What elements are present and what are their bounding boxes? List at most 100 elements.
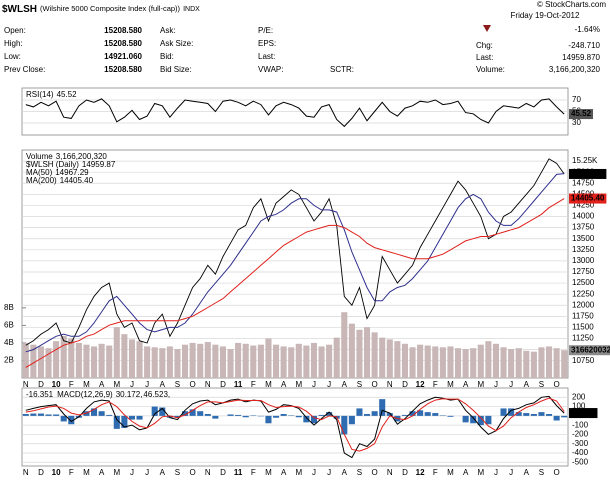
y-tick-label: -200 xyxy=(572,430,589,439)
x-tick-label: N xyxy=(23,468,29,477)
bar xyxy=(128,339,135,378)
quote-label: High: xyxy=(4,39,23,48)
y-tick-label: 15.25K xyxy=(572,156,598,165)
bar xyxy=(136,415,143,420)
bar xyxy=(341,312,348,378)
x-tick-label: O xyxy=(554,468,560,477)
x-tick-label: M xyxy=(265,380,272,389)
bar xyxy=(204,342,211,378)
bar xyxy=(523,350,530,378)
bar xyxy=(182,344,189,378)
bar xyxy=(219,346,226,378)
legend-value: 14405.40 xyxy=(60,176,94,185)
quote-label: Prev Close: xyxy=(4,65,45,74)
bar xyxy=(37,413,44,416)
change-percent: -1.64% xyxy=(575,25,600,34)
x-tick-label: S xyxy=(357,380,362,389)
bar xyxy=(455,348,462,378)
x-tick-label: A xyxy=(524,468,530,477)
bar xyxy=(204,414,211,416)
bar xyxy=(121,334,128,378)
x-tick-label: M xyxy=(447,468,454,477)
y-tick-label: 13000 xyxy=(572,256,595,265)
legend-value: 3,166,200,320 xyxy=(56,152,108,161)
legend-value: -16.351 xyxy=(26,390,54,399)
bar xyxy=(174,349,181,378)
bar xyxy=(144,346,151,378)
x-tick-label: S xyxy=(357,468,362,477)
bar xyxy=(242,343,249,378)
x-tick-label: A xyxy=(342,380,348,389)
bar xyxy=(515,348,522,378)
bar xyxy=(68,415,75,425)
x-tick-label: F xyxy=(69,380,74,389)
y-tick-label: -400 xyxy=(572,448,589,457)
quote-value: 3,166,200,320 xyxy=(549,65,601,74)
bar xyxy=(485,341,492,378)
x-tick-label: F xyxy=(69,468,74,477)
bar xyxy=(136,341,143,378)
quote-value: 15208.580 xyxy=(104,65,142,74)
y-tick-label: 12750 xyxy=(572,267,595,276)
value-tag xyxy=(569,193,607,204)
bar xyxy=(53,414,60,416)
x-tick-label: F xyxy=(251,468,256,477)
x-tick-label: M xyxy=(265,468,272,477)
x-tick-label: A xyxy=(463,468,469,477)
line xyxy=(25,198,565,368)
bar xyxy=(182,411,189,416)
bar xyxy=(30,413,37,416)
x-tick-label: 11 xyxy=(234,380,243,389)
x-tick-label: J xyxy=(509,468,513,477)
x-tick-label: N xyxy=(23,380,29,389)
bar xyxy=(37,346,44,378)
quote-value: 15208.580 xyxy=(104,39,142,48)
x-tick-label: J xyxy=(509,380,513,389)
bar xyxy=(53,341,60,378)
y-tick-label: -100 xyxy=(572,420,589,429)
x-tick-label: J xyxy=(494,468,498,477)
y-tick-label: -500 xyxy=(572,457,589,466)
x-tick-label: 10 xyxy=(52,468,61,477)
bar xyxy=(447,415,454,417)
x-tick-label: D xyxy=(38,468,44,477)
y-tick-label: 4B xyxy=(4,338,14,347)
x-tick-label: M xyxy=(113,380,120,389)
value-tag xyxy=(569,109,594,120)
bar xyxy=(166,346,173,378)
legend-value: 14967.29 xyxy=(55,168,89,177)
panel xyxy=(21,387,569,467)
legend-value: 14959.87 xyxy=(82,160,116,169)
quote-label: Bid: xyxy=(160,52,174,61)
bar xyxy=(98,343,105,378)
bar xyxy=(530,414,537,416)
x-tick-label: M xyxy=(477,380,484,389)
index-name: (Wilshire 5000 Composite Index (full-cap… xyxy=(40,4,181,13)
bar xyxy=(318,346,325,378)
bar xyxy=(45,348,52,378)
bar xyxy=(470,415,477,424)
x-tick-label: F xyxy=(433,380,438,389)
bar xyxy=(128,415,135,420)
bar xyxy=(121,415,128,428)
bar xyxy=(508,349,515,378)
x-tick-label: J xyxy=(145,380,149,389)
bar xyxy=(348,323,355,378)
bar xyxy=(273,415,280,418)
legend-name: RSI(14) xyxy=(26,90,54,99)
x-tick-label: N xyxy=(205,380,211,389)
bar xyxy=(561,350,568,378)
legend-value: 46.523, xyxy=(143,390,170,399)
symbol: $WLSH xyxy=(2,4,37,15)
bar xyxy=(326,344,333,378)
bar xyxy=(386,413,393,416)
quote-label: P/E: xyxy=(258,26,273,35)
bar xyxy=(235,414,242,416)
quote-label: Ask Size: xyxy=(160,39,193,48)
bar xyxy=(91,408,98,416)
x-tick-label: A xyxy=(281,380,287,389)
bar xyxy=(341,415,348,435)
legend-entry: Volume 3,166,200,320 xyxy=(26,152,107,161)
x-tick-label: M xyxy=(447,380,454,389)
exchange: INDX xyxy=(183,6,200,13)
